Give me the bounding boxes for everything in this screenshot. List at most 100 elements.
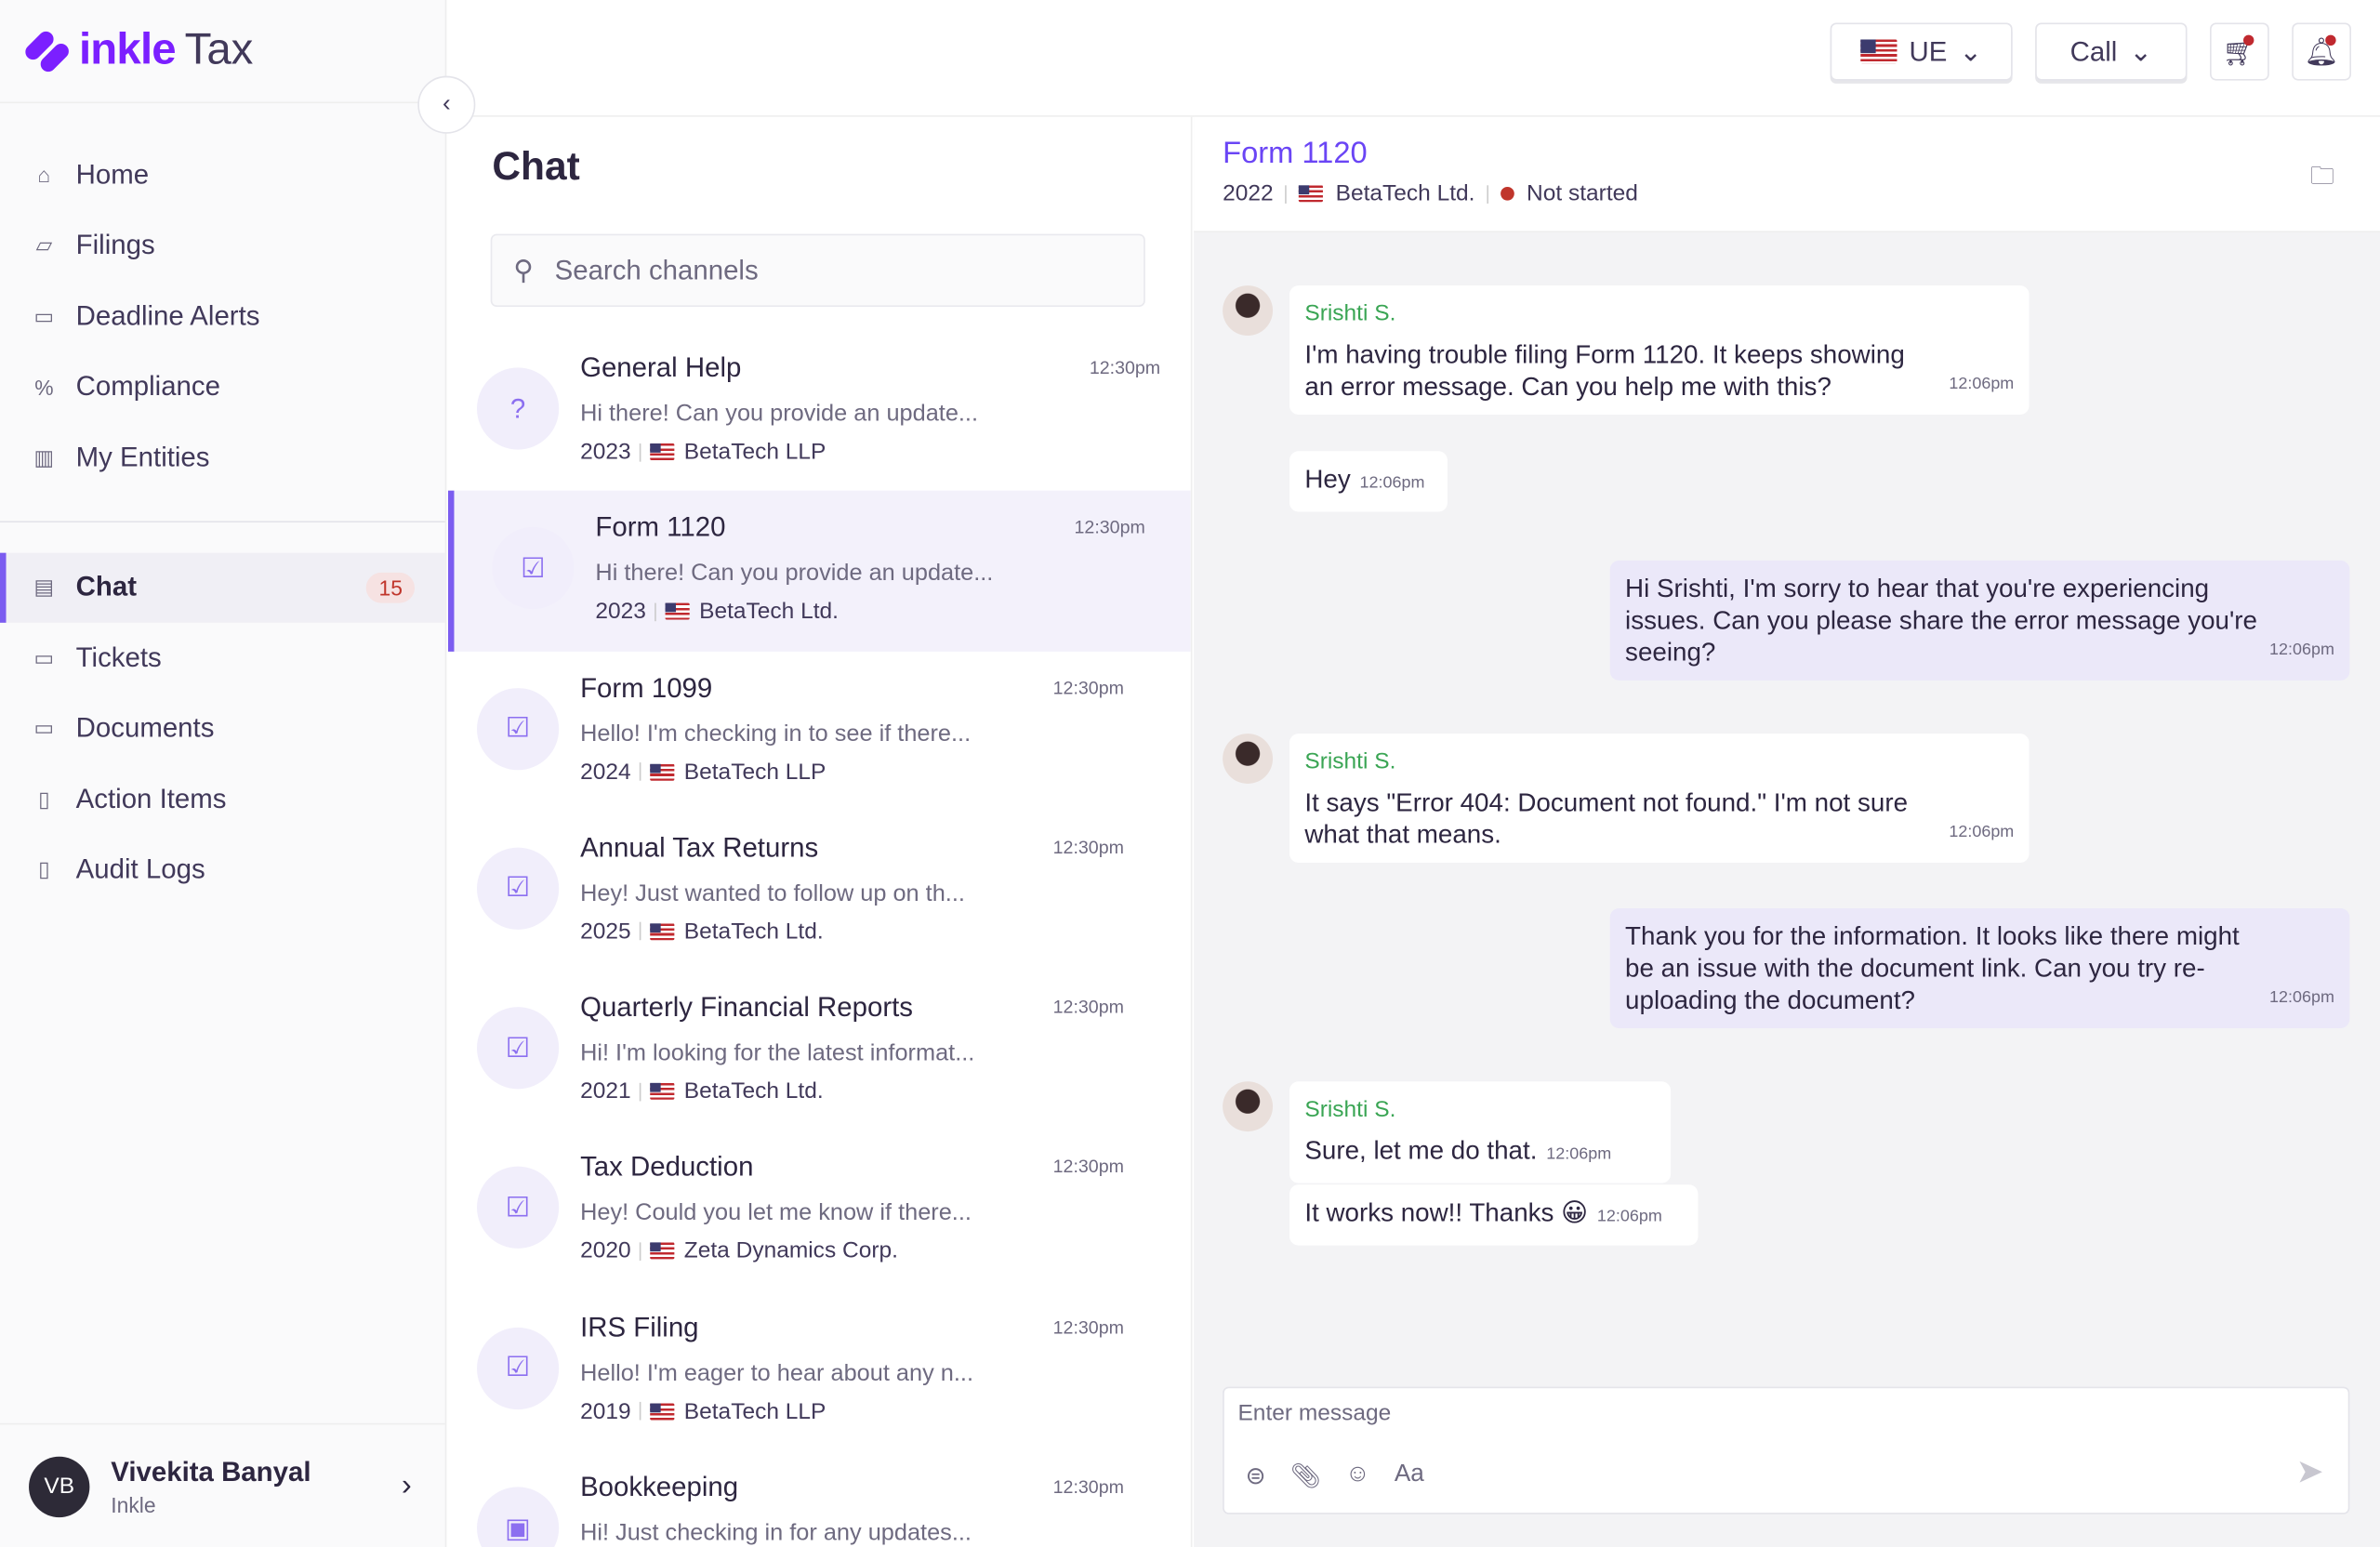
message-text: Hey: [1304, 464, 1351, 494]
channel-item[interactable]: ☑ Annual Tax Returns Hey! Just wanted to…: [448, 811, 1191, 971]
search-icon: ⚲: [513, 254, 534, 285]
channel-time: 12:30pm: [1052, 1157, 1124, 1178]
conversation-year: 2022: [1223, 180, 1274, 207]
sidebar-item-home[interactable]: ⌂ Home: [0, 139, 445, 210]
sidebar-item-tickets[interactable]: ▭ Tickets: [0, 623, 445, 694]
sidebar-item-audit-logs[interactable]: ▯ Audit Logs: [0, 835, 445, 906]
avatar: [1223, 285, 1274, 337]
user-profile[interactable]: VB Vivekita Banyal Inkle ›: [0, 1422, 445, 1547]
channel-preview: Hey! Just wanted to follow up on th...: [580, 880, 965, 907]
message-time: 12:06pm: [1949, 823, 2015, 842]
channel-entity: BetaTech LLP: [683, 1398, 826, 1425]
us-flag-icon: [650, 1083, 675, 1101]
channel-item[interactable]: ☑ Form 1099 Hello! I'm checking in to se…: [448, 651, 1191, 811]
channel-title: Bookkeeping: [580, 1472, 739, 1502]
notifications-button[interactable]: 🔔︎: [2292, 22, 2351, 81]
conversation-title[interactable]: Form 1120: [1223, 137, 1368, 170]
channel-preview: Hi! Just checking in for any updates...: [580, 1520, 972, 1547]
channel-item[interactable]: ☑ IRS Filing Hello! I'm eager to hear ab…: [448, 1290, 1191, 1450]
chevron-right-icon: ›: [401, 1468, 412, 1502]
message-text: Hi Srishti, I'm sorry to hear that you'r…: [1625, 574, 2257, 668]
sidebar-item-compliance[interactable]: % Compliance: [0, 351, 445, 422]
channel-entity: BetaTech Ltd.: [699, 599, 839, 625]
channel-entity: BetaTech Ltd.: [683, 1078, 824, 1105]
channel-item[interactable]: ? General Help Hi there! Can you provide…: [448, 331, 1191, 491]
message-time: 12:06pm: [2269, 988, 2334, 1008]
channel-year: 2024: [580, 759, 631, 785]
sidebar-item-label: Documents: [75, 712, 215, 744]
channel-entity: Zeta Dynamics Corp.: [683, 1238, 898, 1265]
message-text: I'm having trouble filing Form 1120. It …: [1304, 339, 1905, 402]
divider: [640, 443, 642, 461]
format-text-button[interactable]: Aa: [1394, 1461, 1424, 1488]
message-sender: Srishti S.: [1304, 1096, 1396, 1123]
filing-icon: ☑: [476, 687, 560, 770]
us-flag-icon: [650, 923, 675, 941]
brand-suffix: Tax: [184, 25, 254, 75]
secondary-nav: ▤ Chat 15 ▭ Tickets ▭ Documents ▯ Action Items ▯ A…: [0, 551, 445, 906]
channel-preview: Hi there! Can you provide an update...: [580, 401, 979, 428]
search-box: ⚲: [490, 233, 1145, 308]
us-flag-icon: [650, 443, 675, 461]
channel-time: 12:30pm: [1052, 836, 1124, 858]
channel-preview: Hi! I'm looking for the latest informat.…: [580, 1040, 975, 1067]
folder-icon[interactable]: 🗀︎: [2309, 164, 2334, 191]
unread-count-badge: 15: [366, 572, 416, 603]
divider: [1285, 184, 1288, 204]
help-icon: ?: [476, 367, 560, 450]
percent-icon: %: [34, 375, 54, 400]
channel-year: 2023: [580, 439, 631, 465]
collapse-sidebar-button[interactable]: ‹: [417, 75, 476, 134]
emoji-icon[interactable]: ☺: [1344, 1461, 1370, 1488]
calendar-icon: ▭: [33, 303, 55, 328]
message-sender: Srishti S.: [1304, 748, 1396, 775]
channel-entity: BetaTech LLP: [683, 759, 826, 785]
sidebar-item-action-items[interactable]: ▯ Action Items: [0, 764, 445, 835]
channel-year: 2019: [580, 1398, 631, 1425]
channel-title: General Help: [580, 352, 742, 383]
message-list: Srishti S. I'm having trouble filing For…: [1194, 232, 2380, 1371]
channel-time: 12:30pm: [1089, 356, 1161, 378]
channel-year: 2021: [580, 1078, 631, 1105]
message-input[interactable]: [1237, 1400, 2149, 1427]
message-text: It works now!! Thanks 😀: [1304, 1197, 1589, 1228]
template-icon[interactable]: ⊜: [1245, 1463, 1266, 1490]
logo-mark-icon: [21, 27, 73, 74]
channel-year: 2025: [580, 919, 631, 945]
sidebar-item-label: My Entities: [75, 441, 210, 472]
channel-time: 12:30pm: [1052, 1316, 1124, 1338]
divider: [0, 520, 445, 522]
filing-icon: ☑: [476, 1167, 560, 1250]
channel-item[interactable]: ☑ Quarterly Financial Reports Hi! I'm lo…: [448, 971, 1191, 1130]
sidebar-item-filings[interactable]: ▱ Filings: [0, 210, 445, 281]
logo[interactable]: inkle Tax: [0, 0, 445, 104]
cart-button[interactable]: 🛒︎: [2210, 22, 2269, 81]
chat-icon: ▤: [33, 574, 55, 600]
avatar: [1223, 734, 1274, 784]
channel-item[interactable]: ☑ Form 1120 Hi there! Can you provide an…: [447, 491, 1191, 652]
status-badge: Not started: [1527, 180, 1638, 207]
us-flag-icon: [1299, 185, 1324, 203]
search-input[interactable]: [554, 254, 1011, 286]
channel-list: Chat ⚲ ? General Help Hi there! Can you …: [447, 116, 1193, 1547]
call-dropdown[interactable]: Call ⌄: [2035, 22, 2188, 81]
channel-title: IRS Filing: [580, 1312, 699, 1342]
channel-title: Quarterly Financial Reports: [580, 992, 914, 1023]
sidebar-item-chat[interactable]: ▤ Chat 15: [0, 551, 445, 623]
entity-selector[interactable]: UE ⌄: [1830, 22, 2013, 81]
sidebar-item-deadline-alerts[interactable]: ▭ Deadline Alerts: [0, 281, 445, 351]
channel-preview: Hello! I'm checking in to see if there..…: [580, 721, 972, 747]
notification-dot: [2242, 34, 2254, 46]
sidebar-item-my-entities[interactable]: ▥ My Entities: [0, 422, 445, 493]
sidebar-item-documents[interactable]: ▭ Documents: [0, 694, 445, 764]
channel-item[interactable]: ▣ Bookkeeping Hi! Just checking in for a…: [448, 1450, 1191, 1547]
us-flag-icon: [650, 1403, 675, 1421]
audit-icon: ▯: [38, 856, 50, 881]
send-icon[interactable]: ➤: [2295, 1451, 2324, 1490]
sidebar-item-label: Tickets: [75, 641, 162, 673]
channel-time: 12:30pm: [1074, 516, 1145, 538]
paperclip-icon[interactable]: 📎︎: [1289, 1463, 1321, 1490]
channel-item[interactable]: ☑ Tax Deduction Hey! Could you let me kn…: [448, 1130, 1191, 1290]
channel-preview: Hi there! Can you provide an update...: [595, 561, 994, 588]
